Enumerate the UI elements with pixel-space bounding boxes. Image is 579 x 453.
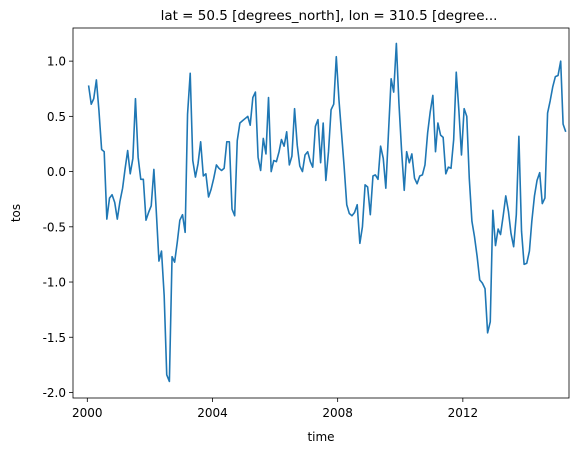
y-axis-label: tos — [9, 204, 23, 222]
axes-frame — [72, 27, 570, 399]
y-tick-label: -0.5 — [43, 220, 66, 234]
y-tick-label: 0.0 — [47, 165, 66, 179]
x-axis: 2000 2004 2008 2012 — [72, 398, 478, 420]
series-line — [87, 42, 567, 383]
y-tick-label: 1.0 — [47, 55, 66, 69]
x-tick-label: 2004 — [197, 406, 228, 420]
y-tick-label: 0.5 — [47, 110, 66, 124]
x-tick-label: 2012 — [448, 406, 479, 420]
y-tick-label: -1.5 — [43, 331, 66, 345]
x-tick-label: 2000 — [72, 406, 103, 420]
plot-area: 1.00.50.0-0.5-1.0-1.5-2.0 2000 2004 2008 20… — [43, 27, 570, 420]
y-tick-label: -2.0 — [43, 386, 66, 400]
x-axis-label: time — [307, 430, 334, 444]
y-axis: 1.0 0.5 0.0 -0.5 -1.0 -1.5 -2.0 — [43, 55, 73, 400]
x-tick-label: 2008 — [322, 406, 353, 420]
y-tick-label: -1.0 — [43, 276, 66, 290]
chart-title: lat = 50.5 [degrees_north], lon = 310.5 … — [161, 8, 498, 24]
